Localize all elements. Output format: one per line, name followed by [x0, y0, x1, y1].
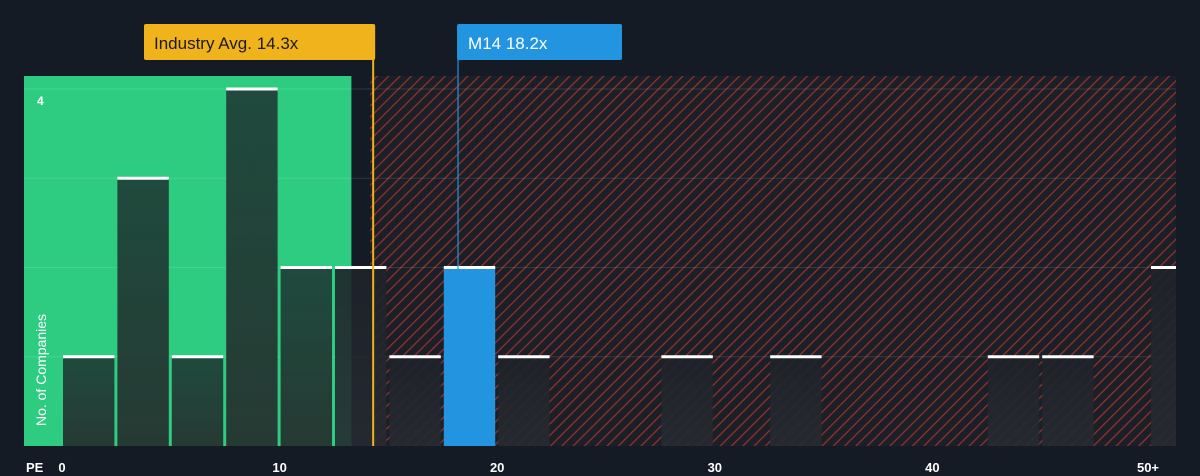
histogram-bar [280, 267, 332, 446]
histogram-bar [987, 356, 1040, 446]
x-tick-label: 50+ [1137, 460, 1159, 475]
industry-average-callout: Industry Avg. 14.3x [144, 24, 376, 60]
histogram-bar [770, 356, 822, 446]
x-tick-label: 0 [58, 460, 65, 475]
industry-average-label: Industry Avg. 14.3x [154, 34, 299, 53]
bars [63, 87, 1176, 446]
x-tick-label: 30 [708, 460, 722, 475]
histogram-bar [171, 356, 224, 446]
histogram-bar [335, 267, 387, 446]
company-pe-label: M14 18.2x [468, 34, 548, 53]
histogram-bar [443, 267, 496, 446]
x-tick-labels: 0 10 20 30 40 50+ [58, 460, 1159, 475]
histogram-bar [117, 178, 169, 446]
histogram-bar [1151, 267, 1176, 446]
industry-average-box [144, 24, 376, 60]
x-axis-label: PE [26, 460, 44, 475]
x-tick-label: 40 [925, 460, 939, 475]
x-tick-label: 20 [490, 460, 504, 475]
company-pe-callout: M14 18.2x [457, 24, 622, 60]
company-pe-box [457, 24, 622, 60]
markers [372, 58, 459, 446]
histogram-bar [498, 356, 550, 446]
histogram-bar [1042, 356, 1094, 446]
histogram-bar [226, 89, 278, 446]
histogram-bar [389, 356, 441, 446]
histogram-bar [63, 356, 115, 446]
x-tick-label: 10 [272, 460, 286, 475]
y-tick-label: 4 [37, 94, 44, 108]
y-axis-label: No. of Companies [33, 314, 49, 426]
histogram-bar [661, 356, 713, 446]
